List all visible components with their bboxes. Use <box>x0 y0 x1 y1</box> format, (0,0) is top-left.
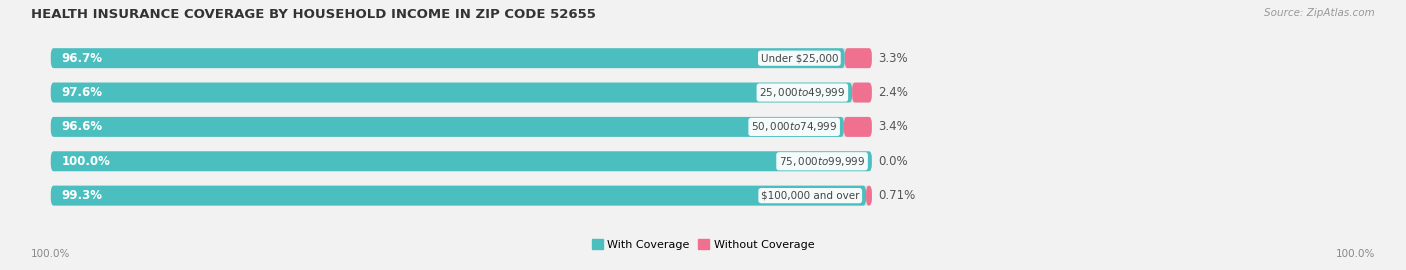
FancyBboxPatch shape <box>844 117 872 137</box>
Text: HEALTH INSURANCE COVERAGE BY HOUSEHOLD INCOME IN ZIP CODE 52655: HEALTH INSURANCE COVERAGE BY HOUSEHOLD I… <box>31 8 596 21</box>
Text: 99.3%: 99.3% <box>62 189 103 202</box>
Text: Under $25,000: Under $25,000 <box>761 53 838 63</box>
Text: $100,000 and over: $100,000 and over <box>761 191 859 201</box>
FancyBboxPatch shape <box>51 48 845 68</box>
Text: 97.6%: 97.6% <box>62 86 103 99</box>
Text: 0.71%: 0.71% <box>879 189 915 202</box>
FancyBboxPatch shape <box>852 83 872 103</box>
Text: Source: ZipAtlas.com: Source: ZipAtlas.com <box>1264 8 1375 18</box>
FancyBboxPatch shape <box>51 117 844 137</box>
Text: 100.0%: 100.0% <box>1336 249 1375 259</box>
Text: 0.0%: 0.0% <box>879 155 908 168</box>
FancyBboxPatch shape <box>51 186 866 205</box>
FancyBboxPatch shape <box>51 151 872 171</box>
Text: $25,000 to $49,999: $25,000 to $49,999 <box>759 86 845 99</box>
FancyBboxPatch shape <box>845 48 872 68</box>
Text: $75,000 to $99,999: $75,000 to $99,999 <box>779 155 865 168</box>
FancyBboxPatch shape <box>51 151 872 171</box>
Legend: With Coverage, Without Coverage: With Coverage, Without Coverage <box>592 239 814 250</box>
Text: 3.3%: 3.3% <box>879 52 908 65</box>
FancyBboxPatch shape <box>51 83 872 103</box>
FancyBboxPatch shape <box>51 83 852 103</box>
Text: 3.4%: 3.4% <box>879 120 908 133</box>
FancyBboxPatch shape <box>51 186 872 205</box>
FancyBboxPatch shape <box>51 117 872 137</box>
Text: 100.0%: 100.0% <box>62 155 110 168</box>
Text: 96.7%: 96.7% <box>62 52 103 65</box>
Text: $50,000 to $74,999: $50,000 to $74,999 <box>751 120 838 133</box>
FancyBboxPatch shape <box>866 186 872 205</box>
Text: 100.0%: 100.0% <box>31 249 70 259</box>
Text: 2.4%: 2.4% <box>879 86 908 99</box>
Text: 96.6%: 96.6% <box>62 120 103 133</box>
FancyBboxPatch shape <box>51 48 872 68</box>
